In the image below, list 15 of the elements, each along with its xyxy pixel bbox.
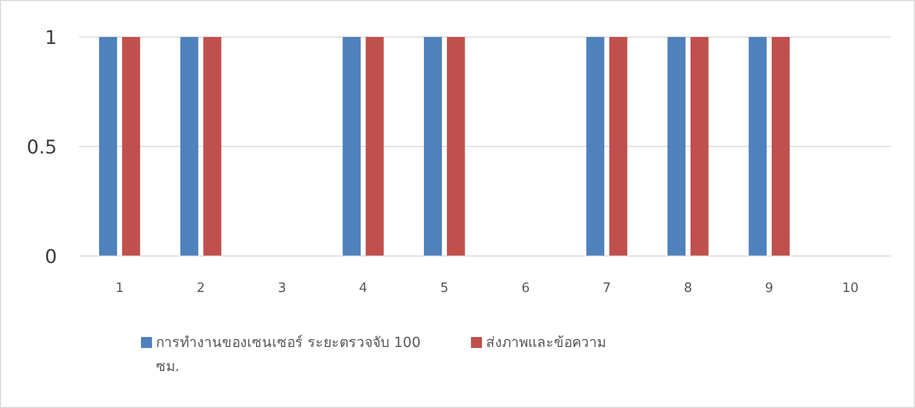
- x-tick-label: 8: [684, 281, 692, 296]
- x-tick-label: 9: [765, 281, 774, 296]
- x-tick-label: 10: [842, 281, 859, 296]
- x-tick-label: 1: [115, 281, 124, 296]
- x-tick-label: 7: [602, 281, 611, 296]
- legend-label: การทำงานของเซนเซอร์ ระยะตรวจจับ 100 ซม.: [156, 334, 422, 377]
- y-tick-label: 0.5: [26, 136, 57, 158]
- legend-label: ส่งภาพและข้อความ: [486, 334, 606, 353]
- x-tick-label: 2: [196, 281, 205, 296]
- x-tick-label: 6: [521, 281, 530, 296]
- x-tick-label: 3: [278, 281, 286, 296]
- x-tick-label: 4: [359, 281, 368, 296]
- y-tick-label: 0: [44, 246, 57, 268]
- x-tick-label: 5: [440, 281, 449, 296]
- y-tick-label: 1: [44, 27, 57, 49]
